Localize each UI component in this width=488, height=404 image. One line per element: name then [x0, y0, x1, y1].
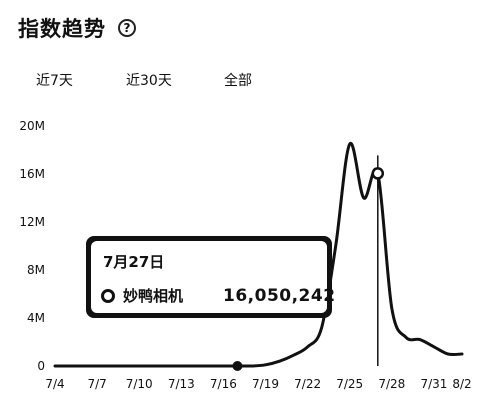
x-tick-label: 8/2	[452, 377, 471, 391]
time-range-tabs: 近7天 近30天 全部	[36, 70, 284, 90]
series-line	[53, 142, 464, 368]
tab-last-7-days[interactable]: 近7天	[36, 73, 73, 89]
x-axis: 7/4 7/7 7/10 7/13 7/16 7/19 7/22 7/25 7/28 7/31 8/…	[45, 377, 471, 391]
x-tick-label: 7/7	[87, 377, 106, 391]
y-tick-label: 0	[37, 359, 45, 373]
tooltip-series-row: 妙鸭相机 16,050,242	[101, 285, 336, 306]
help-circle-icon[interactable]: ?	[118, 19, 136, 37]
tab-last-30-days[interactable]: 近30天	[126, 73, 172, 89]
tooltip-date: 7月27日	[103, 253, 165, 271]
tooltip-value: 16,050,242	[223, 285, 336, 306]
panel-title: 指数趋势	[18, 17, 106, 41]
panel-header: 指数趋势 ?	[18, 12, 136, 44]
y-tick-label: 16M	[19, 167, 45, 181]
x-tick-label: 7/28	[378, 377, 405, 391]
y-axis: 0 4M 8M 12M 16M 20M	[19, 119, 45, 373]
x-tick-label: 7/19	[252, 377, 279, 391]
y-tick-label: 20M	[19, 119, 45, 133]
tooltip-series-name: 妙鸭相机	[123, 287, 184, 305]
chart-tooltip: 7月27日 妙鸭相机 16,050,242	[86, 236, 335, 318]
x-tick-label: 7/25	[336, 377, 363, 391]
tab-all[interactable]: 全部	[224, 73, 252, 89]
data-point[interactable]	[232, 361, 243, 371]
x-tick-label: 7/22	[294, 377, 321, 391]
x-tick-label: 7/16	[210, 377, 237, 391]
highlight-point[interactable]	[371, 167, 385, 180]
x-tick-label: 7/4	[45, 377, 64, 391]
x-tick-label: 7/31	[420, 377, 447, 391]
series-marker-icon	[101, 288, 115, 303]
x-tick-label: 7/13	[168, 377, 195, 391]
y-tick-label: 4M	[27, 311, 45, 325]
y-tick-label: 12M	[19, 215, 45, 229]
tooltip-body: 7月27日 妙鸭相机 16,050,242	[91, 241, 335, 313]
y-tick-label: 8M	[27, 263, 45, 277]
data-points	[232, 167, 385, 371]
x-tick-label: 7/10	[126, 377, 153, 391]
